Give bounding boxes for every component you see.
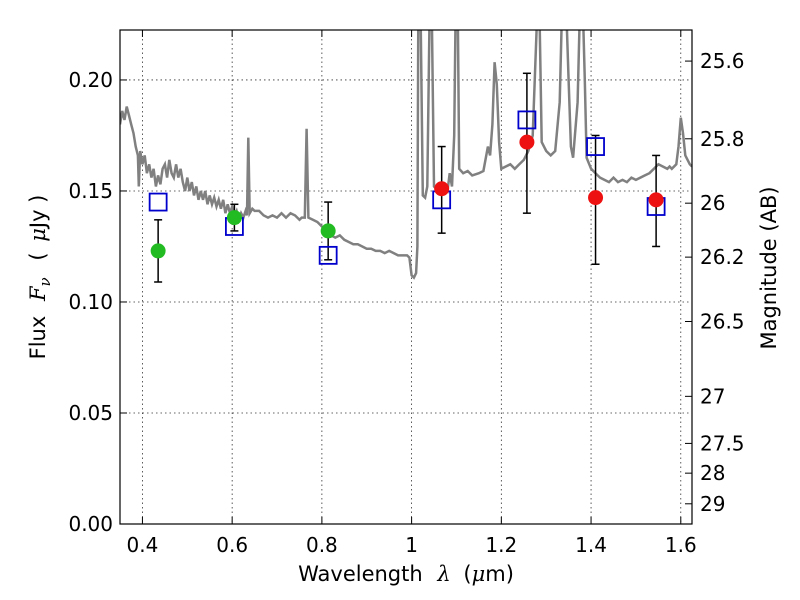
x-axis-label-mu: μ — [472, 562, 486, 586]
y2-tick-label: 25.8 — [700, 127, 745, 151]
model-box-marker — [148, 192, 168, 212]
y-axis-label-symbol: F — [26, 285, 50, 302]
y2-tick-label: 29 — [700, 492, 725, 516]
plot-area — [120, 30, 692, 283]
y-axis-label-unit: Jy ) — [26, 195, 50, 231]
x-axis-label-symbol: λ — [436, 562, 450, 586]
observed-point-red — [588, 190, 604, 206]
x-tick-label: 1.2 — [485, 533, 517, 557]
x-axis-ticks: 0.4 0.6 0.8 1 1.2 1.4 1.6 — [127, 30, 697, 557]
grid — [120, 30, 692, 525]
x-tick-label: 0.4 — [127, 533, 159, 557]
x-axis-label-paren: ( — [463, 562, 471, 586]
x-axis-label-text: Wavelength — [298, 562, 423, 586]
observed-point-red — [648, 192, 664, 208]
observed-photometry-markers — [150, 134, 664, 259]
y2-tick-label: 26.5 — [700, 310, 745, 334]
x-tick-label: 0.8 — [306, 533, 338, 557]
x-tick-label: 1 — [405, 533, 418, 557]
y2-axis-label: Magnitude (AB) — [757, 186, 781, 349]
y2-tick-label: 27.5 — [700, 431, 745, 455]
y2-tick-label: 26.2 — [700, 245, 745, 269]
y-axis-label-paren: ( — [26, 252, 50, 260]
y-axis-label: Flux Fν ( μJy ) — [26, 195, 55, 360]
x-tick-label: 1.4 — [575, 533, 607, 557]
observed-point-green — [320, 223, 336, 239]
y-axis-label-subscript: ν — [36, 277, 54, 286]
y2-tick-label: 26 — [700, 191, 725, 215]
y2-axis-ticks: 25.6 25.8 26 26.2 26.5 27 27.5 28 29 — [685, 49, 745, 516]
y-tick-label: 0.20 — [68, 68, 113, 92]
y2-tick-label: 25.6 — [700, 49, 745, 73]
y-axis-ticks: 0.00 0.05 0.10 0.15 0.20 — [68, 68, 127, 536]
x-tick-label: 1.6 — [665, 533, 697, 557]
y2-tick-label: 27 — [700, 384, 725, 408]
model-box-marker — [517, 110, 537, 130]
y-tick-label: 0.05 — [68, 401, 113, 425]
plot-frame — [119, 29, 693, 525]
y-axis-label-mu: μ — [26, 228, 50, 242]
y2-tick-label: 28 — [700, 461, 725, 485]
x-tick-label: 0.6 — [216, 533, 248, 557]
x-axis-label: Wavelength λ (μm) — [298, 562, 514, 586]
x-axis-label-unit: m) — [485, 562, 514, 586]
observed-point-green — [226, 210, 242, 226]
observed-point-green — [150, 243, 166, 259]
model-photometry-markers — [148, 110, 666, 265]
y-axis-label-text: Flux — [26, 316, 50, 360]
observed-point-red — [434, 181, 450, 197]
sed-model-line — [120, 30, 692, 280]
y-tick-label: 0.10 — [68, 290, 113, 314]
model-box-marker — [318, 245, 338, 265]
y-tick-label: 0.15 — [68, 179, 113, 203]
model-box-marker — [586, 137, 605, 156]
observed-point-red — [519, 134, 535, 150]
y-tick-label: 0.00 — [68, 512, 113, 536]
